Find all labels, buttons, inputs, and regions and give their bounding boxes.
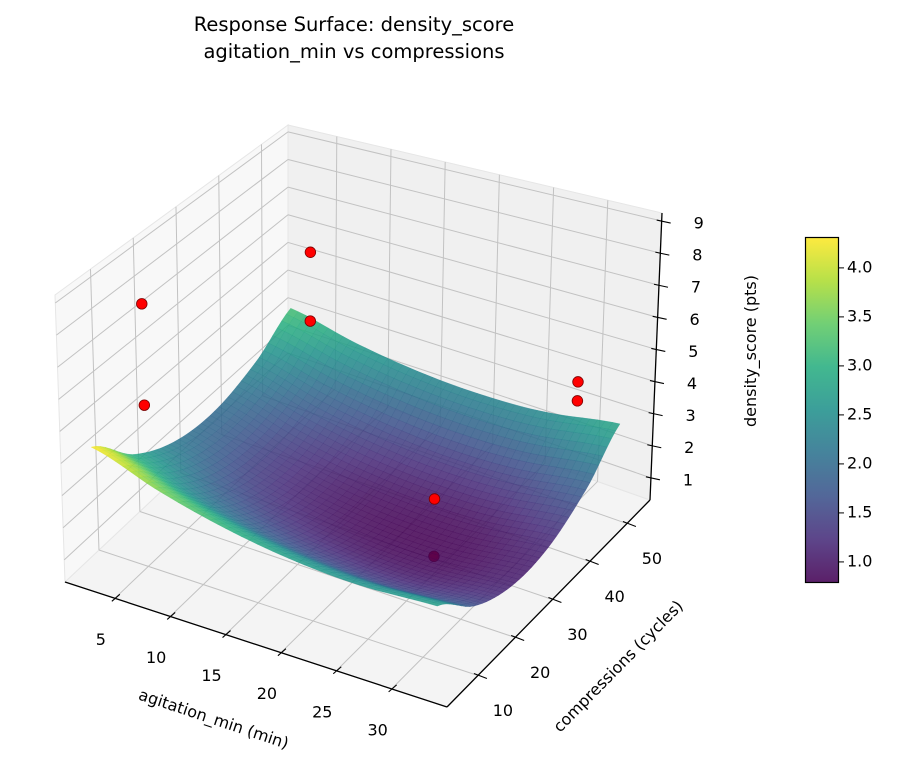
scatter-point <box>304 246 317 258</box>
z-tick-label: 6 <box>690 310 700 329</box>
y-axis-line <box>446 499 651 708</box>
z-tick-label: 1 <box>683 470 693 489</box>
colorbar-frame <box>804 236 840 584</box>
x-axis-line <box>64 581 448 708</box>
colorbar-ticks: 1.0 1.5 2.0 2.5 3.0 3.5 4.0 <box>838 257 872 570</box>
y-tick-label: 40 <box>604 587 624 606</box>
scatter-points <box>136 246 584 505</box>
chart-title-line-1: Response Surface: density_score <box>194 13 515 36</box>
x-tick-label: 5 <box>96 630 106 649</box>
left-gridline-z <box>60 269 289 464</box>
z-tick-mark <box>645 476 661 481</box>
left-gridline-z <box>61 297 289 497</box>
back-gridline-z <box>287 214 658 318</box>
x-tick-label: 10 <box>146 648 166 667</box>
x-tick-label: 25 <box>312 702 332 721</box>
scatter-point <box>428 493 441 505</box>
x-tick-mark <box>332 666 342 675</box>
z-tick-mark <box>656 219 671 224</box>
y-tick-label: 30 <box>567 625 587 644</box>
colorbar-tick-label: 4.0 <box>847 257 872 276</box>
x-tick-mark <box>277 648 287 657</box>
colorbar-tick-label: 3.0 <box>847 355 872 374</box>
back-gridline-z <box>287 186 660 286</box>
x-tick-mark <box>166 612 176 620</box>
z-tick-mark <box>649 380 665 385</box>
left-gridline-z <box>62 324 289 529</box>
surface-facet <box>428 602 443 607</box>
back-gridline-z <box>287 269 656 383</box>
scatter-point <box>138 399 151 411</box>
z-tick-mark <box>652 315 667 320</box>
back-gridline-z <box>287 297 654 415</box>
z-tick-mark <box>655 251 670 256</box>
left-gridline-z <box>59 242 289 432</box>
colorbar: 1.0 1.5 2.0 2.5 3.0 3.5 4.0 <box>804 236 872 584</box>
y-tick-mark <box>585 559 599 566</box>
y-tick-mark <box>548 596 562 604</box>
back-gridline-z <box>287 159 661 254</box>
left-gridline-y <box>89 269 100 551</box>
x-tick-label: 15 <box>201 666 221 685</box>
back-gridline-z <box>287 131 662 222</box>
left-gridline-z <box>58 214 289 400</box>
left-gridline-z <box>54 131 289 304</box>
y-tick-label: 10 <box>493 701 513 720</box>
z-tick-label: 4 <box>687 374 697 393</box>
y-tick-mark <box>473 672 488 679</box>
z-tick-label: 2 <box>684 438 694 457</box>
scatter-point <box>136 298 148 310</box>
y-tick-label: 20 <box>530 663 550 682</box>
scatter-point <box>572 376 584 388</box>
y-tick-mark <box>510 634 525 642</box>
x-tick-mark <box>111 593 121 602</box>
z-axis-line <box>649 212 663 501</box>
z-tick-label: 9 <box>694 214 704 233</box>
x-tick-mark <box>388 684 397 693</box>
colorbar-tick-label: 1.5 <box>847 502 872 521</box>
z-tick-mark <box>653 283 669 288</box>
x-tick-label: 30 <box>367 720 387 739</box>
response-surface <box>90 307 621 607</box>
scatter-point <box>571 395 584 407</box>
axis-lines <box>64 212 671 708</box>
y-tick-label: 50 <box>642 549 662 568</box>
z-tick-label: 5 <box>688 342 698 361</box>
z-tick-mark <box>648 412 663 417</box>
colorbar-tick-label: 1.0 <box>847 551 872 570</box>
x-tick-mark <box>222 630 231 638</box>
left-gridline-y <box>175 206 182 473</box>
left-gridline-z <box>56 159 289 336</box>
tick-labels: 5 10 15 20 25 30 10 20 30 40 50 1 2 3 4 5 6 7 8 9 <box>96 214 704 740</box>
colorbar-tick-label: 2.5 <box>847 404 872 423</box>
colorbar-tick-label: 2.0 <box>847 453 872 472</box>
x-tick-label: 20 <box>257 684 277 703</box>
left-gridline-z <box>57 186 289 368</box>
chart-title-line-2: agitation_min vs compressions <box>203 40 504 63</box>
scatter-point <box>304 315 316 327</box>
z-tick-label: 8 <box>692 246 702 265</box>
floor-gridline-y <box>98 549 479 676</box>
colorbar-tick-label: 3.5 <box>847 306 872 325</box>
z-tick-label: 7 <box>691 278 701 297</box>
z-tick-label: 3 <box>686 406 696 425</box>
y-axis-label: compressions (cycles) <box>549 596 687 736</box>
colorbar-gradient <box>805 237 839 583</box>
floor-gridline-y <box>139 511 516 638</box>
z-tick-mark <box>647 444 662 449</box>
left-gridline-y <box>218 175 223 435</box>
z-tick-mark <box>651 347 666 352</box>
back-gridline-z <box>287 241 657 350</box>
y-tick-mark <box>622 521 637 528</box>
z-axis-label: density_score (pts) <box>741 275 761 427</box>
